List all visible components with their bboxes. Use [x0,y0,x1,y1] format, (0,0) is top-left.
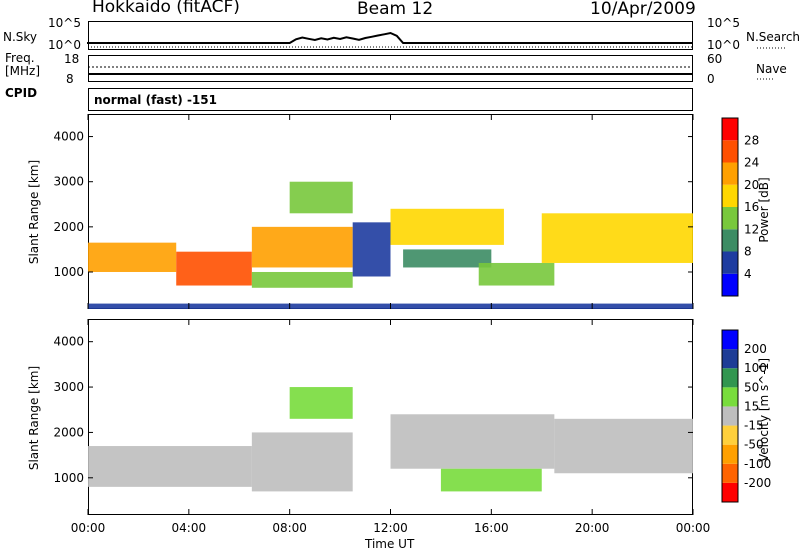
colorbar-segment [722,251,738,274]
colorbar-segment [722,463,738,483]
x-tick-label: 04:00 [172,521,207,535]
colorbar-segment [722,330,738,350]
x-tick-label: 00:00 [71,521,106,535]
heatmap-cell-5 [352,222,391,277]
colorbar-tick-label: 50 [744,380,759,394]
y-tick-label: 2000 [53,425,84,439]
y-tick-label: 2000 [53,220,84,234]
heatmap-cell-0 [88,242,177,272]
nsky-tick-bottom: 10^0 [48,38,81,52]
heatmap-cell-9 [541,213,693,263]
colorbar-tick-label: 8 [744,245,752,259]
radar-title: Hokkaido (fitACF) [92,0,240,17]
colorbar-segment [722,162,738,185]
colorbar-tick-label: 20 [744,178,759,192]
colorbar-tick-label: 4 [744,267,752,281]
colorbar-tick-label: 28 [744,133,759,147]
colorbar-tick-label: 24 [744,156,759,170]
heatmap-cell-8 [478,262,555,286]
nsearch-tick-top: 10^5 [707,16,740,30]
freq-label: Freq. [5,51,35,65]
colorbar-frame [721,329,739,503]
colorbar-segment [722,140,738,163]
nsky-trace [87,31,693,44]
colorbar-segment [722,387,738,407]
heatmap-cell-0 [88,446,252,487]
nave-tick-top: 60 [707,52,723,66]
nsky-panel [88,21,693,50]
power-heatmap [88,181,693,309]
freq-tick-top: 18 [64,52,80,66]
cpid-panel [88,88,693,111]
heatmap-cell-3 [251,271,353,288]
y-tick-label: 1000 [53,265,84,279]
colorbar-frame [721,117,739,297]
nave-label: Nave [756,62,787,76]
colorbar-segment [722,273,738,296]
x-tick-label: 12:00 [373,521,408,535]
y-tick-label: 3000 [53,175,84,189]
colorbar-tick-label: -50 [744,438,764,452]
nsky-tick-top: 10^5 [48,16,81,30]
beam-title: Beam 12 [357,0,434,19]
freq-tick-bottom: 8 [66,72,74,86]
heatmap-cell-1 [176,251,252,286]
heatmap-cell-1 [251,432,353,492]
nsearch-tick-bottom: 10^0 [707,38,740,52]
heatmap-cell-7 [403,249,492,268]
nsearch-label: N.Search [746,30,800,44]
nave-tick-bottom: 0 [707,72,715,86]
date-title: 10/Apr/2009 [590,0,696,19]
colorbar-tick-label: 15 [744,399,759,413]
heatmap-cell-2 [251,226,353,268]
colorbar-tick-label: 200 [744,342,767,356]
freq-panel [88,55,693,82]
colorbar-tick-label: 100 [744,361,767,375]
x-tick-label: 20:00 [575,521,610,535]
y-tick-label: 3000 [53,380,84,394]
nsky-label: N.Sky [3,30,38,44]
y-tick-label: 1000 [53,471,84,485]
colorbar-segment [722,406,738,426]
colorbar-segment [722,349,738,369]
colorbar-tick-label: -200 [744,476,771,490]
heatmap-cell-4 [289,181,353,214]
colorbar-segment [722,444,738,464]
cpid-text: normal (fast) -151 [94,93,217,107]
velocity-heatmap [88,387,693,492]
cpid-label: CPID [5,86,38,100]
y-tick-label: 4000 [53,130,84,144]
x-axis-label: Time UT [365,537,415,551]
x-tick-label: 08:00 [272,521,307,535]
heatmap-cell-3 [390,414,555,469]
colorbar-segment [722,425,738,445]
heatmap-cell-2 [289,387,353,419]
colorbar-tick-label: -15 [744,419,764,433]
heatmap-cell-5 [554,418,693,474]
colorbar-segment [722,229,738,252]
colorbar-segment [722,368,738,388]
freq-unit-label: [MHz] [5,64,41,78]
colorbar-segment [722,184,738,207]
colorbar-tick-label: 16 [744,200,759,214]
heatmap-cell-4 [440,468,542,492]
colorbar-tick-label: 12 [744,222,759,236]
x-tick-label: 16:00 [474,521,509,535]
heatmap-cell-6 [390,208,504,245]
y-tick-label: 4000 [53,335,84,349]
colorbar-segment [722,207,738,230]
x-tick-label: 00:00 [676,521,711,535]
colorbar-segment [722,482,738,502]
colorbar-segment [722,118,738,141]
colorbar-tick-label: -100 [744,457,771,471]
